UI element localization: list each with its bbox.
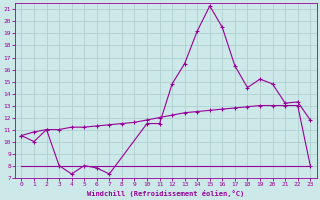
X-axis label: Windchill (Refroidissement éolien,°C): Windchill (Refroidissement éolien,°C) (87, 190, 244, 197)
